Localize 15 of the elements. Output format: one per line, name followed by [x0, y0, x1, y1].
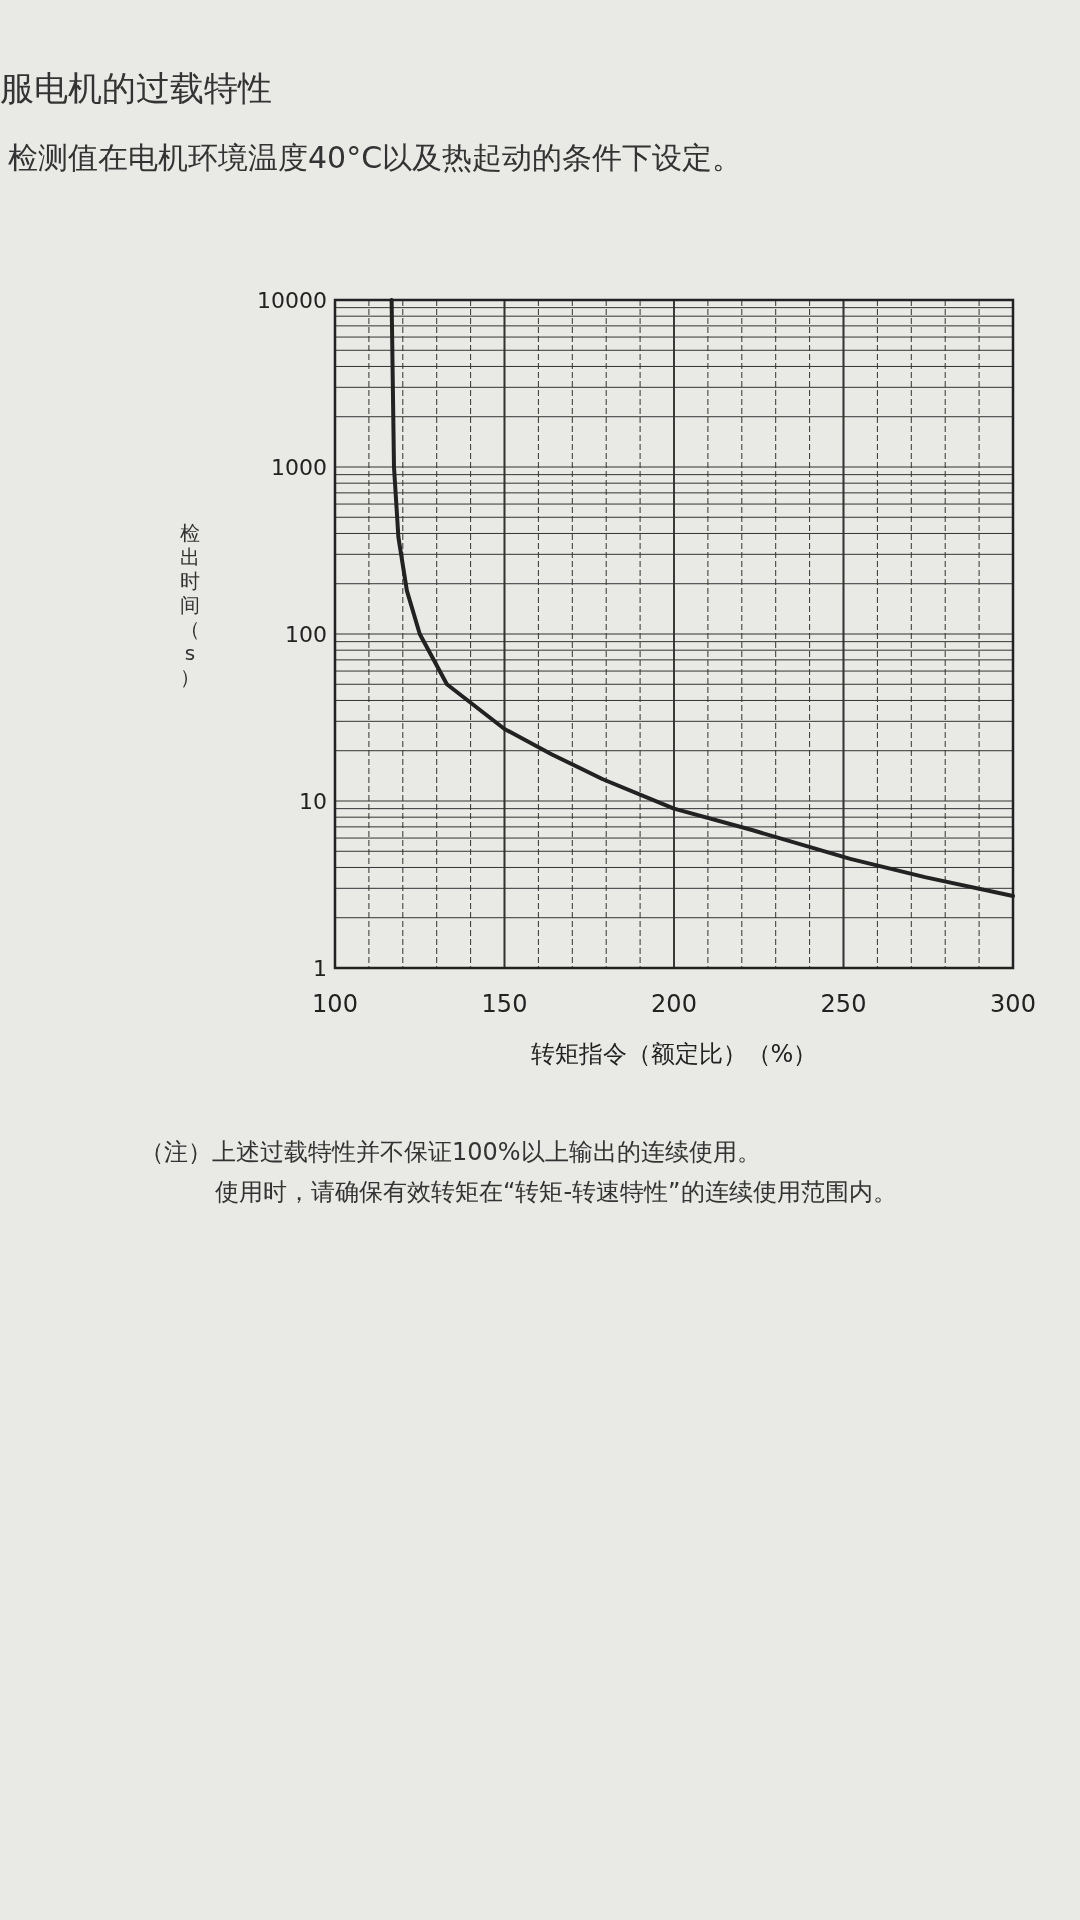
y-tick-label: 1	[313, 955, 327, 981]
chart-subtitle: 检测值在电机环境温度40°C以及热起动的条件下设定。	[8, 140, 743, 175]
x-axis-title: 转矩指令（额定比）（%）	[530, 1040, 818, 1068]
y-tick-label: 10	[299, 788, 327, 814]
chart-title: 服电机的过载特性	[0, 68, 272, 108]
y-tick-label: 100	[285, 621, 327, 647]
x-tick-label: 250	[820, 990, 867, 1018]
x-tick-label: 150	[481, 990, 528, 1018]
y-axis-title: 检出时间（s）	[180, 521, 200, 689]
x-tick-label: 200	[651, 990, 697, 1018]
text: （注）上述过载特性并不保证100%以上输出的连续使用。	[140, 1138, 761, 1166]
y-tick-label: 1000	[271, 454, 327, 480]
x-tick-label: 300	[990, 990, 1036, 1018]
text: 使用时，请确保有效转矩在“转矩-转速特性”的连续使用范围内。	[215, 1178, 897, 1206]
y-tick-label: 10000	[257, 287, 327, 313]
